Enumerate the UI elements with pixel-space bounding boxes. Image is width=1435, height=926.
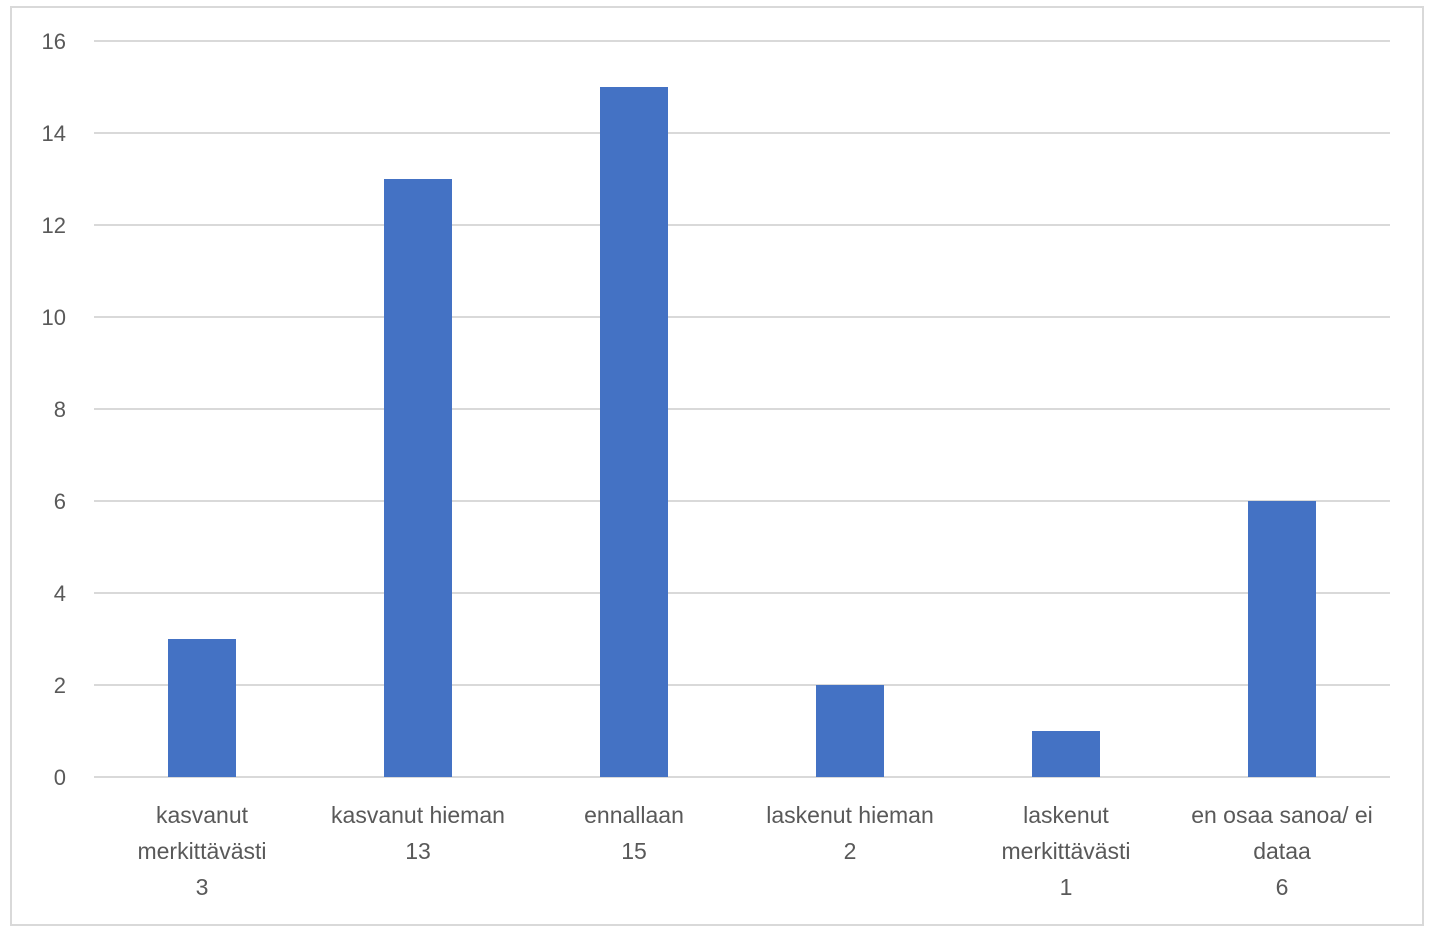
x-category-label: en osaa sanoa/ ei: [1191, 802, 1373, 828]
bar: [384, 179, 452, 777]
x-axis-labels: kasvanut merkittävästi 3 kasvanut hieman 13 e…: [137, 802, 1372, 900]
x-category-label: 1: [1060, 874, 1073, 900]
x-category-label: 6: [1276, 874, 1289, 900]
x-category-label: 15: [621, 838, 647, 864]
y-tick-label: 14: [42, 121, 66, 146]
y-tick-label: 8: [54, 397, 66, 422]
x-category-label: merkittävästi: [137, 838, 266, 864]
y-tick-label: 12: [42, 213, 66, 238]
gridlines: [94, 40, 1390, 778]
x-category-label: 13: [405, 838, 431, 864]
x-category-label: laskenut: [1023, 802, 1109, 828]
x-category-label: laskenut hieman: [766, 802, 934, 828]
x-category-label: 2: [844, 838, 857, 864]
bar: [168, 639, 236, 777]
bars: [168, 87, 1316, 777]
x-category-label: kasvanut hieman: [331, 802, 505, 828]
y-tick-label: 2: [54, 673, 66, 698]
x-category-label: merkittävästi: [1001, 838, 1130, 864]
y-tick-label: 6: [54, 489, 66, 514]
y-tick-label: 4: [54, 581, 66, 606]
x-category-label: kasvanut: [156, 802, 249, 828]
x-category-label: ennallaan: [584, 802, 684, 828]
bar: [1248, 501, 1316, 777]
y-tick-label: 10: [42, 305, 66, 330]
bar: [816, 685, 884, 777]
x-category-label: 3: [196, 874, 209, 900]
bar: [1032, 731, 1100, 777]
bar: [600, 87, 668, 777]
y-tick-label: 16: [42, 29, 66, 54]
x-category-label: dataa: [1253, 838, 1311, 864]
chart-frame: [10, 6, 1424, 926]
y-tick-label: 0: [54, 765, 66, 790]
y-axis-ticks: 0 2 4 6 8 10 12 14 16: [42, 29, 66, 790]
